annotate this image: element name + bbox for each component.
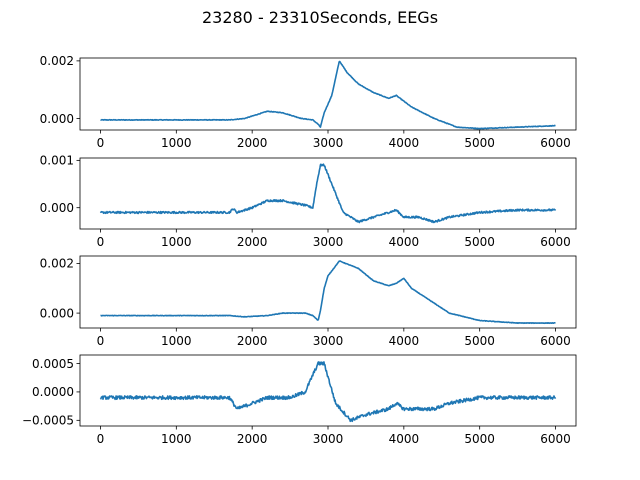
x-tick-label: 3000 <box>313 136 344 150</box>
y-tick-label: 0.000 <box>40 112 74 126</box>
x-tick-label: 6000 <box>540 235 571 249</box>
y-tick-label: 0.0000 <box>32 385 74 399</box>
x-tick-label: 1000 <box>161 235 192 249</box>
x-tick-label: 4000 <box>389 334 420 348</box>
x-tick-label: 0 <box>97 432 105 446</box>
subplot-3: 0 1000 2000 3000 4000 5000 6000 0.000 0.002 <box>40 255 577 348</box>
x-tick-label: 1000 <box>161 334 192 348</box>
x-tick-label: 1000 <box>161 136 192 150</box>
x-tick-label: 3000 <box>313 432 344 446</box>
y-tick-label: 0.001 <box>40 154 74 168</box>
eeg-series-line-1 <box>100 60 556 130</box>
x-tick-label: 5000 <box>464 235 495 249</box>
x-tick-label: 2000 <box>237 432 268 446</box>
x-tick-label: 6000 <box>540 136 571 150</box>
x-tick-label: 2000 <box>237 235 268 249</box>
subplots: 0 1000 2000 3000 4000 5000 6000 0.000 0.002 0 1000… <box>22 54 577 446</box>
figure-title: 23280 - 23310Seconds, EEGs <box>202 8 438 27</box>
x-tick-label: 4000 <box>389 432 420 446</box>
x-tick-label: 6000 <box>540 334 571 348</box>
eeg-series-line-2 <box>99 163 557 224</box>
eeg-series-line-3 <box>100 260 556 325</box>
subplot-2: 0 1000 2000 3000 4000 5000 6000 0.000 0.001 <box>40 154 577 249</box>
x-tick-label: 1000 <box>161 432 192 446</box>
x-tick-label: 5000 <box>464 136 495 150</box>
y-tick-label: 0.002 <box>40 257 74 271</box>
x-tick-label: 5000 <box>464 432 495 446</box>
x-tick-label: 4000 <box>389 235 420 249</box>
y-tick-label: 0.002 <box>40 54 74 68</box>
x-tick-label: 5000 <box>464 334 495 348</box>
eeg-series-line-4 <box>99 361 557 423</box>
y-tick-label: 0.0005 <box>32 357 74 371</box>
x-tick-label: 0 <box>97 334 105 348</box>
subplot-4: 0 1000 2000 3000 4000 5000 6000 −0.0005 0.0000 0.… <box>22 354 577 446</box>
x-tick-label: 0 <box>97 136 105 150</box>
x-tick-label: 3000 <box>313 235 344 249</box>
x-tick-label: 6000 <box>540 432 571 446</box>
x-tick-label: 2000 <box>237 136 268 150</box>
x-tick-label: 3000 <box>313 334 344 348</box>
x-tick-label: 0 <box>97 235 105 249</box>
x-tick-label: 2000 <box>237 334 268 348</box>
subplot-1: 0 1000 2000 3000 4000 5000 6000 0.000 0.002 <box>40 54 577 150</box>
y-tick-label: 0.000 <box>40 201 74 215</box>
x-tick-label: 4000 <box>389 136 420 150</box>
y-tick-label: 0.000 <box>40 306 74 320</box>
y-tick-label: −0.0005 <box>22 414 74 428</box>
